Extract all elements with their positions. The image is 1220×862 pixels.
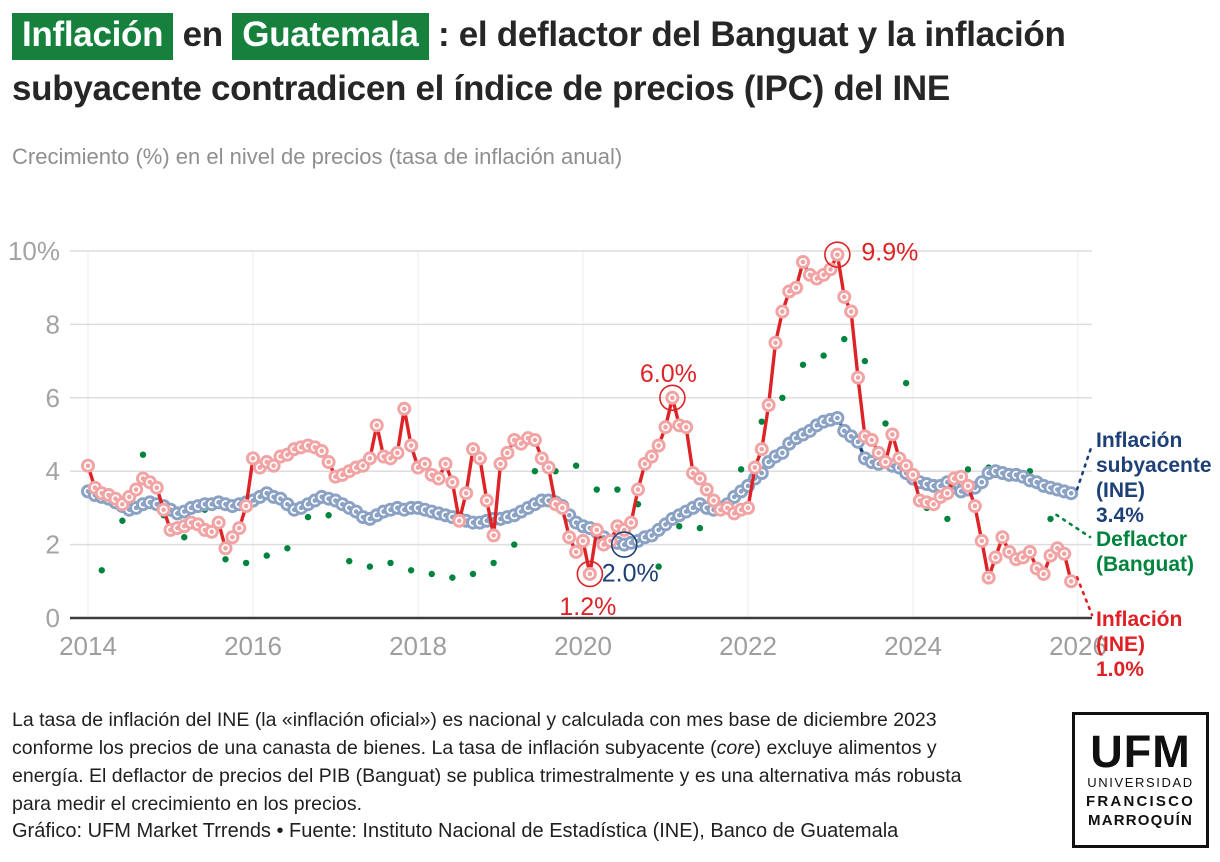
svg-text:6: 6 <box>46 383 60 413</box>
svg-text:2: 2 <box>46 530 60 560</box>
inflation-line-chart: 9.9%6.0%2.0%1.2% 2014 2016 2018 2020 2022 202… <box>8 236 1107 661</box>
svg-text:2.0%: 2.0% <box>602 560 659 588</box>
legend-leader-lines <box>1055 443 1094 617</box>
svg-text:2022: 2022 <box>719 631 777 661</box>
chart-subtitle: Crecimiento (%) en el nivel de precios (… <box>12 144 623 169</box>
svg-text:2016: 2016 <box>224 631 282 661</box>
ufm-logo-line2: FRANCISCO <box>1086 793 1195 810</box>
svg-text:8: 8 <box>46 309 60 339</box>
chart-annotations: 9.9% 6.0% 2.0% 1.2% <box>559 239 918 621</box>
ufm-logo: UFM UNIVERSIDAD FRANCISCO MARROQUÍN <box>1072 712 1209 848</box>
legend-headline-inflation: Inflación (INE) 1.0% <box>1096 608 1183 681</box>
ufm-logo-line1: UNIVERSIDAD <box>1087 775 1194 790</box>
ufm-logo-line3: MARROQUÍN <box>1088 812 1193 829</box>
svg-text:1.2%: 1.2% <box>559 593 616 621</box>
series-0 <box>81 247 1079 589</box>
svg-text:2024: 2024 <box>884 631 942 661</box>
svg-text:2014: 2014 <box>59 631 117 661</box>
chart-series <box>81 247 1079 589</box>
svg-text:10%: 10% <box>8 236 60 266</box>
page-title: Inflación en Guatemala : el deflactor de… <box>12 13 1066 108</box>
source-line: Gráfico: UFM Market Trrends • Fuente: In… <box>12 820 899 842</box>
svg-text:6.0%: 6.0% <box>640 360 697 388</box>
svg-text:2020: 2020 <box>554 631 612 661</box>
svg-text:0: 0 <box>46 603 60 633</box>
chart-gridlines <box>70 250 1092 620</box>
legend-deflator: Deflactor (Banguat) <box>1096 528 1194 576</box>
footnote: La tasa de inflación del INE (la «inflac… <box>12 709 962 815</box>
svg-text:2018: 2018 <box>389 631 447 661</box>
series-2 <box>98 335 1054 581</box>
chart-axis-labels: 2014 2016 2018 2020 2022 2024 2026 0 2 4 6 8 10% <box>8 236 1107 661</box>
svg-text:4: 4 <box>46 456 60 486</box>
ufm-logo-acronym: UFM <box>1090 726 1191 777</box>
svg-text:2026: 2026 <box>1049 631 1107 661</box>
svg-text:9.9%: 9.9% <box>861 239 918 267</box>
legend-core-inflation: Inflación subyacente (INE) 3.4% <box>1096 429 1212 527</box>
